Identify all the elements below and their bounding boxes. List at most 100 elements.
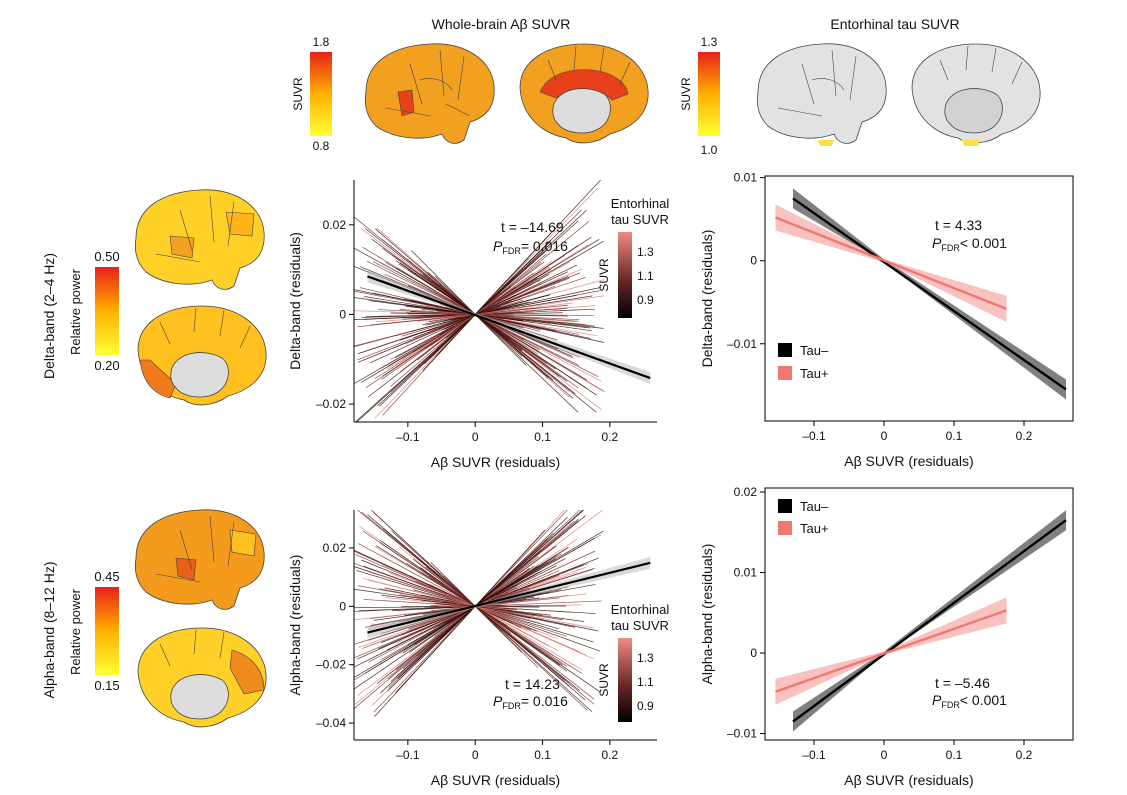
- legend-label-tau-neg: Tau–: [800, 499, 829, 514]
- y-axis-label: Alpha-band (residuals): [699, 544, 715, 685]
- y-tick-label: 0.01: [734, 171, 758, 185]
- fit-line-tau-pos: [775, 216, 1007, 310]
- subject-line: [373, 598, 526, 621]
- legend-swatch-tau-pos: [778, 521, 792, 535]
- inset-cbar-alpha-title2: tau SUVR: [611, 618, 669, 633]
- subject-line: [370, 304, 569, 326]
- x-tick-label: 0.1: [946, 748, 963, 762]
- regression-line: [367, 561, 651, 634]
- subject-line: [407, 537, 595, 646]
- subject-line: [442, 601, 542, 616]
- subject-line: [370, 510, 588, 711]
- x-tick-label: –0.1: [396, 748, 420, 762]
- y-tick-label: –0.01: [727, 337, 757, 351]
- brain-delta-lateral: [134, 189, 265, 290]
- colorbar-alpha-min: 0.15: [94, 678, 119, 693]
- colorbar-tau-max: 1.3: [701, 35, 718, 49]
- y-axis-label: Delta-band (residuals): [699, 230, 715, 368]
- subject-line: [354, 216, 543, 369]
- header-amyloid: Whole-brain Aβ SUVR: [432, 16, 571, 32]
- y-tick-label: –0.02: [316, 658, 346, 672]
- plot-frame: [764, 175, 1074, 422]
- stats-alpha-spaghetti: t = 14.23 PFDR= 0.016: [493, 676, 568, 711]
- subject-line: [354, 570, 560, 659]
- subject-line: [372, 261, 525, 340]
- y-axis-label: Alpha-band (residuals): [287, 555, 303, 696]
- inset-cbar-alpha-tick: 0.9: [637, 699, 654, 713]
- brain-alpha-lateral: [134, 509, 265, 610]
- x-tick-label: 0.1: [534, 748, 551, 762]
- stat-t: t = 4.33: [935, 217, 982, 233]
- inset-cbar-alpha-label: SUVR: [597, 663, 611, 697]
- plot-delta-spaghetti: –0.1 0 0.1 0.2 –0.02 0 0.02 Aβ SUVR (residuals)…: [287, 180, 657, 470]
- subject-line: [429, 239, 552, 360]
- subject-line: [376, 556, 539, 684]
- inset-cbar-delta-title2: tau SUVR: [611, 212, 669, 227]
- x-axis-label: Aβ SUVR (residuals): [844, 772, 973, 788]
- brain-alpha-medial: [137, 627, 267, 728]
- inset-cbar-alpha-title1: Entorhinal: [611, 602, 670, 617]
- row-label-alpha: Alpha-band (8–12 Hz): [41, 562, 57, 699]
- svg-text:PFDR< 0.001: PFDR< 0.001: [932, 692, 1007, 710]
- y-tick-label: 0: [339, 599, 346, 613]
- stats-delta-spaghetti: t = –14.69 PFDR= 0.016: [493, 219, 568, 256]
- fit-line-tau-neg: [792, 197, 1067, 391]
- stats-delta-group: t = 4.33 PFDR< 0.001: [932, 217, 1007, 253]
- legend-alpha: Tau– Tau+: [778, 499, 829, 536]
- inset-cbar-delta-tick: 1.1: [637, 269, 654, 283]
- legend-label-tau-neg: Tau–: [800, 343, 829, 358]
- subject-line: [403, 592, 594, 629]
- subject-line: [425, 295, 604, 323]
- x-tick-label: 0.1: [946, 429, 963, 443]
- subject-line: [395, 510, 585, 677]
- x-axis-label: Aβ SUVR (residuals): [431, 772, 560, 788]
- subject-line: [354, 311, 534, 320]
- subject-line: [442, 294, 517, 331]
- colorbar-alpha: 0.45 0.15 Relative power: [68, 569, 120, 693]
- subject-line: [401, 300, 523, 337]
- brain-tau-lateral: [756, 43, 887, 146]
- y-tick-label: 0: [339, 307, 346, 321]
- colorbar-alpha-max: 0.45: [94, 569, 119, 584]
- colorbar-amyloid-max: 1.8: [313, 35, 330, 49]
- x-tick-label: 0: [472, 430, 479, 444]
- plot-delta-group: –0.1 0 0.1 0.2 –0.01 0 0.01 Aβ SUVR (residuals)…: [699, 171, 1074, 469]
- subject-line: [362, 292, 528, 361]
- y-tick-label: 0.01: [734, 566, 758, 580]
- colorbar-delta-label: Relative power: [68, 268, 83, 355]
- subject-line: [407, 313, 595, 316]
- legend-label-tau-pos: Tau+: [800, 366, 829, 381]
- colorbar-delta-max: 0.50: [94, 249, 119, 264]
- fit-line-tau-neg: [792, 519, 1067, 723]
- brain-amyloid-lateral: [364, 43, 495, 144]
- colorbar-tau: 1.3 1.0 SUVR: [679, 35, 720, 157]
- subject-line: [409, 567, 530, 653]
- subject-line: [354, 565, 557, 668]
- inset-cbar-delta-tick: 0.9: [637, 293, 654, 307]
- x-axis-label: Aβ SUVR (residuals): [431, 454, 560, 470]
- x-tick-label: –0.1: [396, 430, 420, 444]
- colorbar-amyloid-min: 0.8: [313, 139, 330, 153]
- inset-cbar-alpha-tick: 1.1: [637, 675, 654, 689]
- subject-line: [392, 510, 604, 669]
- subject-line: [440, 277, 538, 336]
- plot-alpha-spaghetti: –0.1 0 0.1 0.2 –0.04 –0.02 0 0.02 Aβ SUVR (resid…: [287, 510, 657, 788]
- subject-line: [375, 545, 509, 627]
- y-tick-label: 0: [750, 254, 757, 268]
- subject-line: [425, 287, 601, 326]
- colorbar-amyloid: 1.8 0.8 SUVR: [291, 35, 332, 153]
- subject-line: [396, 561, 573, 644]
- header-tau: Entorhinal tau SUVR: [830, 16, 959, 32]
- legend-swatch-tau-neg: [778, 499, 792, 513]
- svg-text:PFDR= 0.016: PFDR= 0.016: [493, 238, 568, 256]
- x-tick-label: 0.2: [1016, 429, 1033, 443]
- stat-p: = 0.016: [521, 693, 568, 709]
- subject-line: [356, 510, 569, 684]
- fit-line-tau-pos: [775, 609, 1007, 693]
- colorbar-delta: 0.50 0.20 Relative power: [68, 249, 120, 373]
- y-axis-label: Delta-band (residuals): [287, 232, 303, 370]
- subject-line: [439, 283, 553, 381]
- colorbar-tau-min: 1.0: [701, 143, 718, 157]
- subject-line: [382, 527, 532, 655]
